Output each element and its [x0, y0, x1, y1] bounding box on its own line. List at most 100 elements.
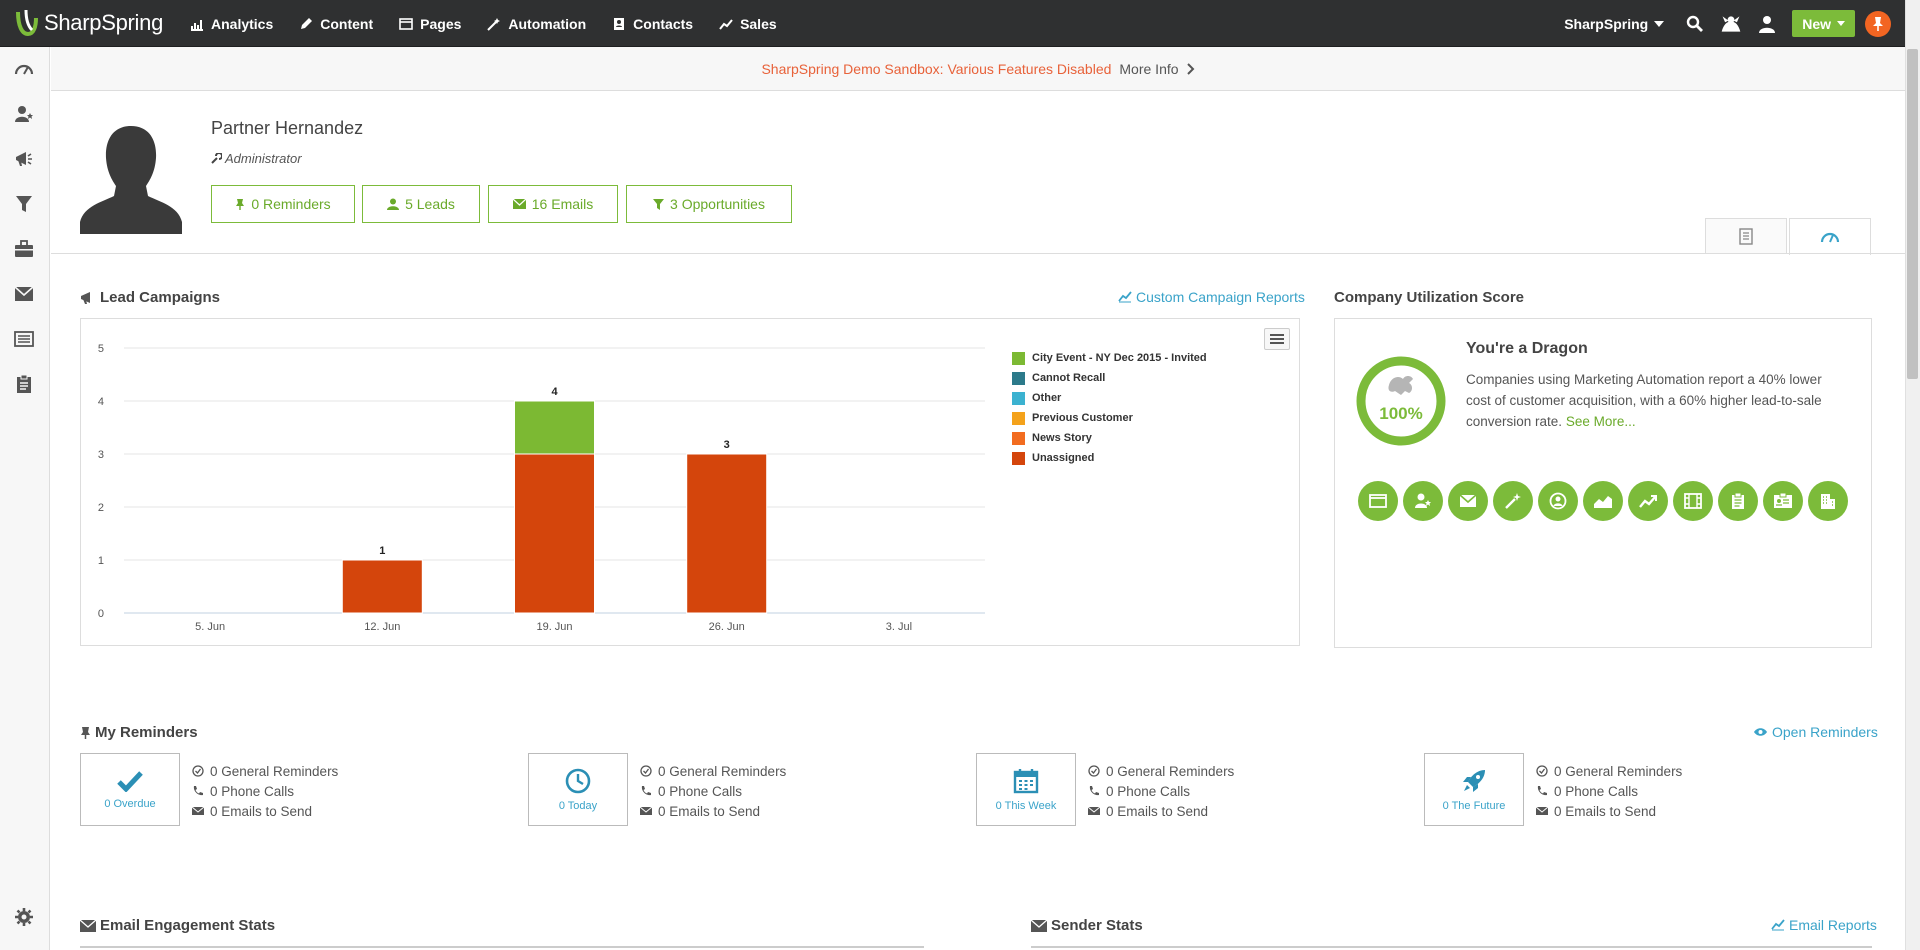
- funnel-icon: [653, 198, 665, 210]
- dragon-button[interactable]: [1720, 13, 1742, 35]
- building-icon: [1821, 494, 1835, 509]
- leads-button[interactable]: 5 Leads: [362, 185, 480, 223]
- scrollbar-thumb[interactable]: [1907, 49, 1918, 379]
- feature-sales-icon[interactable]: [1628, 481, 1668, 521]
- nav-item-pages[interactable]: Pages: [399, 16, 461, 32]
- utilization-title: Company Utilization Score: [1334, 289, 1525, 306]
- id-card-icon: [1774, 493, 1792, 508]
- general-reminders-row: 0 General Reminders: [192, 761, 338, 781]
- reminders-button[interactable]: 0 Reminders: [211, 185, 355, 223]
- nav-item-automation[interactable]: Automation: [487, 16, 586, 32]
- list-icon: [14, 331, 34, 347]
- future-reminders-box[interactable]: 0 The Future: [1424, 753, 1524, 826]
- envelope-icon: [80, 919, 96, 932]
- page-scrollbar[interactable]: [1905, 0, 1920, 950]
- wrench-icon: [211, 153, 222, 164]
- legend-item[interactable]: Unassigned: [1012, 448, 1207, 468]
- legend-item[interactable]: Other: [1012, 388, 1207, 408]
- sidebar-lists[interactable]: [12, 327, 36, 351]
- overdue-reminders-box[interactable]: 0 Overdue: [80, 753, 180, 826]
- profile-role-label: Administrator: [225, 151, 302, 166]
- y-tick-label: 2: [98, 502, 104, 514]
- new-button[interactable]: New: [1792, 10, 1855, 37]
- legend-swatch: [1012, 351, 1025, 365]
- sidebar-dashboard[interactable]: [12, 57, 36, 81]
- pin-button[interactable]: [1865, 10, 1891, 37]
- hamburger-icon: [1270, 334, 1284, 344]
- sharpspring-logo[interactable]: SharpSpring: [14, 8, 163, 38]
- chart-menu-button[interactable]: [1264, 328, 1290, 350]
- emails-to-send-count: 0 Emails to Send: [210, 803, 313, 819]
- emails-button-label: 16 Emails: [531, 196, 594, 212]
- x-tick-label: 26. Jun: [709, 621, 745, 633]
- feature-contacts-icon[interactable]: [1403, 481, 1443, 521]
- check-circle-icon: [640, 765, 652, 777]
- sidebar-email[interactable]: [12, 282, 36, 306]
- general-reminders-row: 0 General Reminders: [1536, 761, 1682, 781]
- sidebar-contacts[interactable]: [12, 102, 36, 126]
- utilization-percent: 100%: [1379, 404, 1422, 423]
- opportunities-button[interactable]: 3 Opportunities: [626, 185, 792, 223]
- y-tick-label: 0: [98, 608, 104, 620]
- clock-icon: [565, 768, 591, 793]
- sidebar-pipeline[interactable]: [12, 192, 36, 216]
- speedometer-icon: [14, 64, 34, 75]
- legend-item[interactable]: Previous Customer: [1012, 408, 1207, 428]
- funnel-icon: [16, 196, 32, 212]
- bar-total-label: 3: [724, 439, 730, 451]
- feature-pages-icon[interactable]: [1358, 481, 1398, 521]
- see-more-link[interactable]: See More...: [1565, 414, 1636, 429]
- envelope-icon: [192, 806, 204, 815]
- sidebar-tasks[interactable]: [12, 372, 36, 396]
- legend-item[interactable]: Cannot Recall: [1012, 368, 1207, 388]
- feature-forms-icon[interactable]: [1763, 481, 1803, 521]
- trend-line-icon: [719, 18, 733, 30]
- pin-icon: [236, 198, 245, 210]
- phone-calls-row: 0 Phone Calls: [192, 781, 338, 801]
- gear-icon: [15, 908, 33, 926]
- legend-item[interactable]: City Event - NY Dec 2015 - Invited: [1012, 348, 1207, 368]
- feature-contact-manager-icon[interactable]: [1538, 481, 1578, 521]
- phone-calls-count: 0 Phone Calls: [210, 783, 295, 799]
- nav-item-label: Contacts: [633, 15, 694, 32]
- utilization-score-ring: 100%: [1356, 356, 1446, 446]
- custom-campaign-reports-link[interactable]: Custom Campaign Reports: [1118, 289, 1305, 305]
- account-switcher[interactable]: SharpSpring: [1564, 16, 1665, 32]
- legend-item[interactable]: News Story: [1012, 428, 1207, 448]
- sidebar-sales[interactable]: [12, 237, 36, 261]
- more-info-link[interactable]: More Info: [1119, 61, 1194, 77]
- emails-button[interactable]: 16 Emails: [488, 185, 618, 223]
- user-profile-button[interactable]: [1756, 13, 1778, 35]
- feature-media-icon[interactable]: [1673, 481, 1713, 521]
- feature-email-icon[interactable]: [1448, 481, 1488, 521]
- profile-divider: [51, 253, 1905, 254]
- feature-automation-icon[interactable]: [1493, 481, 1533, 521]
- feature-tasks-icon[interactable]: [1718, 481, 1758, 521]
- nav-item-contacts[interactable]: Contacts: [612, 16, 693, 32]
- nav-item-analytics[interactable]: Analytics: [190, 16, 273, 32]
- feature-analytics-icon[interactable]: [1583, 481, 1623, 521]
- calendar-icon: [1013, 768, 1039, 793]
- open-reminders-link[interactable]: Open Reminders: [1753, 724, 1878, 740]
- nav-item-sales[interactable]: Sales: [719, 16, 777, 32]
- today-reminders-box[interactable]: 0 Today: [528, 753, 628, 826]
- this-week-reminders-box[interactable]: 0 This Week: [976, 753, 1076, 826]
- general-reminders-row: 0 General Reminders: [1088, 761, 1234, 781]
- sidebar-settings[interactable]: [12, 905, 36, 929]
- lead-campaigns-chart: 0 1 2 3 4 5 5. Jun 12. Jun 19. Jun 26. Jun 3. Jul 1…: [98, 343, 985, 633]
- search-button[interactable]: [1684, 13, 1706, 35]
- sidebar-campaigns[interactable]: [12, 147, 36, 171]
- clipboard-icon: [1732, 492, 1744, 509]
- megaphone-icon: [81, 291, 90, 304]
- tab-details-view[interactable]: [1705, 218, 1787, 254]
- feature-company-icon[interactable]: [1808, 481, 1848, 521]
- chart-bar-segment: [514, 400, 595, 455]
- email-reports-link[interactable]: Email Reports: [1771, 917, 1877, 933]
- tab-dashboard-view[interactable]: [1789, 218, 1871, 255]
- legend-swatch: [1012, 411, 1025, 425]
- nav-item-content[interactable]: Content: [299, 16, 373, 32]
- window-icon: [399, 17, 413, 30]
- profile-role: Administrator: [211, 151, 302, 166]
- x-tick-label: 19. Jun: [536, 621, 572, 633]
- legend-swatch: [1012, 451, 1025, 465]
